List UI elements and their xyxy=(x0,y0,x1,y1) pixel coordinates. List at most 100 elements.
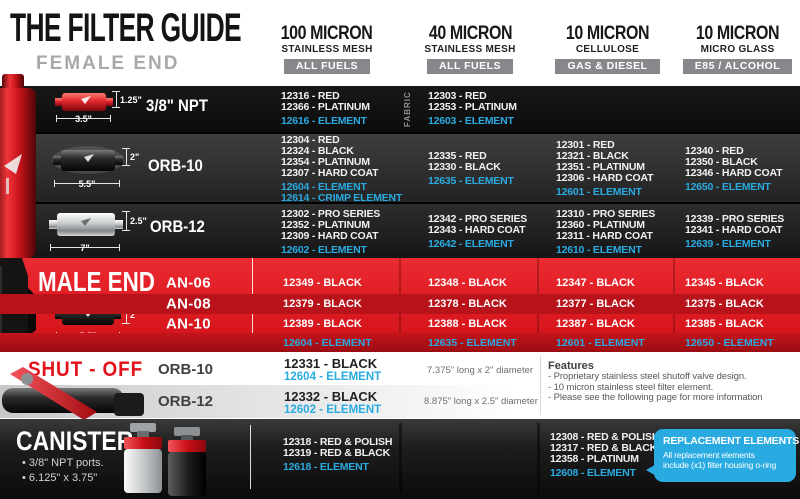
part-number: 12304 - RED xyxy=(281,133,340,146)
filter-cell: 12318 - RED & POLISH 12319 - RED & BLACK … xyxy=(283,419,392,491)
part-number: 12331 - BLACK xyxy=(284,356,378,371)
part-number: 12354 - PLATINUM xyxy=(281,155,370,168)
feature-item: - 10 micron stainless steel filter eleme… xyxy=(548,381,714,393)
table-row-npt: 1.25" 3.5" 3/8" NPT FABRIC 12316 - RED 12… xyxy=(0,86,800,132)
element-part-number: 12618 - ELEMENT xyxy=(283,461,369,473)
part-number: 12335 - RED xyxy=(428,150,487,162)
male-end-section: MALE END 2" 5.5" AN-06 12349 - BLACK 123… xyxy=(0,258,800,352)
element-part-number: 12614 - CRIMP ELEMENT xyxy=(281,191,403,204)
canister-filters-photo xyxy=(124,423,206,496)
part-number: 12311 - HARD COAT xyxy=(556,229,653,242)
part-number: 12309 - HARD COAT xyxy=(281,229,379,242)
element-part-number: 12604 - ELEMENT xyxy=(281,180,367,193)
filter-cell: 12342 - PRO SERIES 12343 - HARD COAT 1264… xyxy=(400,204,537,260)
media-label: STAINLESS MESH xyxy=(424,44,516,55)
row-label: ORB-12 xyxy=(150,217,205,236)
label-column-divider-line xyxy=(250,425,251,489)
replacement-elements-box: REPLACEMENT ELEMENTS All replacement ele… xyxy=(646,429,800,482)
column-header-100-micron: 100 MICRON STAINLESS MESH ALL FUELS xyxy=(252,24,402,74)
filter-cell: 12340 - RED 12350 - BLACK 12346 - HARD COA… xyxy=(675,134,800,204)
media-label: STAINLESS MESH xyxy=(281,44,373,55)
canister-bullets: • 3/8" NPT ports. • 6.125" x 3.75" xyxy=(22,456,104,486)
element-part-number: 12639 - ELEMENT xyxy=(685,238,771,250)
an-row-label: AN-08 xyxy=(166,295,211,313)
part-number: 12377 - BLACK xyxy=(556,298,635,310)
black-filter-photo xyxy=(52,146,124,174)
column-header-40-micron: 40 MICRON STAINLESS MESH ALL FUELS xyxy=(395,24,545,74)
filter-cell: 12308 - RED & POLISH 12317 - RED & BLACK 1… xyxy=(550,419,659,491)
part-number: 12389 - BLACK xyxy=(283,317,362,330)
shutoff-section: SHUT - OFF ORB-10 12331 - BLACK 12604 - … xyxy=(0,352,800,419)
features-block: Features - Proprietary stainless steel s… xyxy=(548,360,763,404)
replacement-box-title: REPLACEMENT ELEMENTS xyxy=(663,435,800,447)
part-number: 12360 - PLATINUM xyxy=(556,218,645,231)
micron-label: 10 MICRON xyxy=(565,23,650,44)
features-title: Features xyxy=(548,360,594,372)
part-number: 12358 - PLATINUM xyxy=(550,452,639,465)
table-row-orb10: 2" 5.5" ORB-10 12304 - RED 12324 - BLACK 1… xyxy=(0,132,800,204)
part-number: 12324 - BLACK xyxy=(281,144,354,157)
canister-section: CANISTER • 3/8" NPT ports. • 6.125" x 3.7… xyxy=(0,419,800,499)
feature-item: - Please see the following page for more… xyxy=(548,392,763,403)
shutoff-dimensions: 8.875" long x 2.5" diameter xyxy=(424,396,538,407)
part-number: 12379 - BLACK xyxy=(283,298,362,310)
part-number: 12332 - BLACK xyxy=(284,389,378,404)
element-part-number: 12616 - ELEMENT xyxy=(281,115,367,127)
fuel-badge: GAS & DIESEL xyxy=(555,59,660,74)
replacement-box-body: All replacement elements include (x1) fi… xyxy=(663,450,777,470)
part-number: 12350 - BLACK xyxy=(685,155,758,168)
an-row-label: AN-10 xyxy=(166,315,211,332)
column-divider xyxy=(537,423,540,493)
shutoff-row-label: ORB-12 xyxy=(158,393,214,410)
part-number: 12321 - BLACK xyxy=(556,150,629,162)
shutoff-row-label: ORB-10 xyxy=(158,361,214,378)
part-number: 12387 - BLACK xyxy=(556,317,635,330)
part-number: 12319 - RED & BLACK xyxy=(283,447,391,459)
part-number: 12346 - HARD COAT xyxy=(685,166,783,179)
part-number: 12317 - RED & BLACK xyxy=(550,441,658,454)
table-row-an06: AN-06 12349 - BLACK 12348 - BLACK 12347 … xyxy=(0,272,800,294)
filter-cell: 12339 - PRO SERIES 12341 - HARD COAT 1263… xyxy=(675,204,800,260)
part-number: 12341 - HARD COAT xyxy=(685,224,783,236)
shutoff-part-block: 12331 - BLACK 12604 - ELEMENT xyxy=(284,357,381,383)
part-number: 12378 - BLACK xyxy=(428,298,507,310)
part-number: 12342 - PRO SERIES xyxy=(428,213,528,225)
female-end-table: 1.25" 3.5" 3/8" NPT FABRIC 12316 - RED 12… xyxy=(0,86,800,260)
canister-bullet: • 6.125" x 3.75" xyxy=(22,472,98,484)
part-number: 12318 - RED & POLISH xyxy=(283,436,393,448)
canister-bullet: • 3/8" NPT ports. xyxy=(22,457,104,469)
filter-cell: 12304 - RED 12324 - BLACK 12354 - PLATINUM… xyxy=(255,133,403,204)
part-number: 12316 - RED xyxy=(281,90,340,102)
filter-cell: 12335 - RED 12330 - BLACK 12635 - ELEMENT xyxy=(400,134,537,204)
dimension-length: 3.5" xyxy=(56,113,111,124)
part-number: 12375 - BLACK xyxy=(685,298,764,310)
part-number: 12353 - PLATINUM xyxy=(428,101,517,113)
part-number: 12351 - PLATINUM xyxy=(556,161,645,173)
element-part-number: 12602 - ELEMENT xyxy=(281,243,367,256)
silver-filter-photo xyxy=(49,213,123,236)
male-end-title: MALE END xyxy=(38,266,155,297)
part-number: 12308 - RED & POLISH xyxy=(550,430,660,443)
page-title: THE FILTER GUIDE xyxy=(10,6,242,50)
element-part-number: 12650 - ELEMENT xyxy=(685,180,771,193)
part-number: 12352 - PLATINUM xyxy=(281,218,370,231)
red-canister-filter-photo xyxy=(0,74,36,258)
filter-cell: 12310 - PRO SERIES 12360 - PLATINUM 12311 … xyxy=(540,204,673,260)
element-part-number: 12604 - ELEMENT xyxy=(284,371,382,383)
part-number: 12301 - RED xyxy=(556,139,615,151)
fuel-badge: ALL FUELS xyxy=(283,59,371,74)
part-number: 12310 - PRO SERIES xyxy=(556,207,656,220)
fuel-badge: E85 / ALCOHOL xyxy=(682,59,793,74)
fuel-badge: ALL FUELS xyxy=(426,59,514,74)
part-number: 12307 - HARD COAT xyxy=(281,166,379,179)
table-row-an08: AN-08 12379 - BLACK 12378 - BLACK 12377 … xyxy=(0,294,800,314)
element-part-number: 12602 - ELEMENT xyxy=(284,404,382,416)
feature-item: - Proprietary stainless steel shutoff va… xyxy=(548,371,747,382)
shutoff-dimensions: 7.375" long x 2" diameter xyxy=(427,365,534,376)
filter-cell: 12316 - RED 12366 - PLATINUM 12616 - ELEM… xyxy=(255,86,398,132)
filter-cell: 12302 - PRO SERIES 12352 - PLATINUM 12309 … xyxy=(255,204,398,260)
canister-title: CANISTER xyxy=(16,426,134,456)
element-part-number: 12601 - ELEMENT xyxy=(556,186,642,198)
media-label: CELLULOSE xyxy=(575,44,640,55)
